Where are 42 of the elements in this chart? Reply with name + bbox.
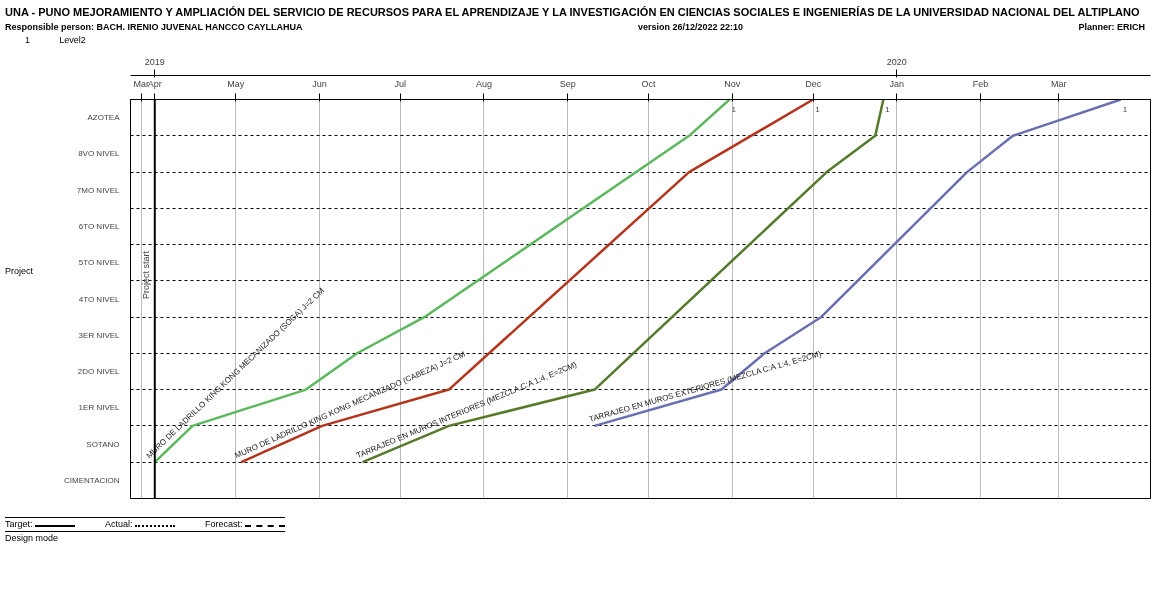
x-tick-label: Feb <box>972 78 989 89</box>
x-tick-label: Jan <box>889 78 905 89</box>
text: Project <box>5 264 34 278</box>
category-label: 1ER NIVEL <box>78 403 120 413</box>
category-label: AZOTEA <box>87 112 120 122</box>
text: Target: <box>5 517 34 531</box>
x2-tick-label: 2019 <box>144 56 165 67</box>
x-tick-label: Jun <box>312 78 327 89</box>
category-label: 5TO NIVEL <box>78 257 120 267</box>
text: 1 <box>24 33 31 47</box>
x-tick-label: May <box>227 78 245 89</box>
category-label: 7MO NIVEL <box>76 185 120 195</box>
x-tick-label: Nov <box>724 78 741 89</box>
x-tick-label: Aug <box>475 78 492 89</box>
x-tick-label: Sep <box>559 78 576 89</box>
x-tick-label: Jul <box>394 78 407 89</box>
category-label: 4TO NIVEL <box>78 294 120 304</box>
category-label: CIMENTACION <box>64 475 120 485</box>
x-tick-label: Mar <box>133 78 150 89</box>
annotation: 1 <box>885 104 891 114</box>
annotation: 1 <box>815 104 821 114</box>
category-label: 8VO NIVEL <box>78 149 120 159</box>
category-label: 2DO NIVEL <box>77 366 120 376</box>
text: Level2 <box>58 33 87 47</box>
category-label: 6TO NIVEL <box>78 221 120 231</box>
x2-tick-label: 2020 <box>886 56 907 67</box>
x-tick-label: Oct <box>641 78 657 89</box>
text: Planner: ERICH <box>1078 20 1145 34</box>
chart-subtitle: Responsible person: BACH. IRENIO JUVENAL HANCCO CAYLLAHUA <box>5 20 303 34</box>
annotation: 1 <box>731 104 737 114</box>
annotation: 1 <box>1122 104 1128 114</box>
category-label: SOTANO <box>86 439 120 449</box>
chart-title: UNA - PUNO MEJORAMIENTO Y AMPLIACIÓN DEL SERVICIO DE RECURSOS PARA EL APRENDIZAJE Y LA INVESTIGACIÓN EN CIENCIAS SOCIALES E INGENIERÍAS DE LA UNIVERSIDAD NACIONAL DEL ALTIPLANO <box>5 5 1141 20</box>
category-label: 3ER NIVEL <box>78 330 120 340</box>
text: Actual: <box>105 517 134 531</box>
text: Design mode <box>5 530 286 545</box>
x-tick-label: Mar <box>1051 78 1067 89</box>
ref-line-label: Project start <box>140 250 151 299</box>
text: version 26/12/2022 22:10 <box>637 20 744 34</box>
x-tick-label: Apr <box>147 78 162 89</box>
x-tick-label: Dec <box>805 78 822 89</box>
text: Forecast: <box>205 517 244 531</box>
